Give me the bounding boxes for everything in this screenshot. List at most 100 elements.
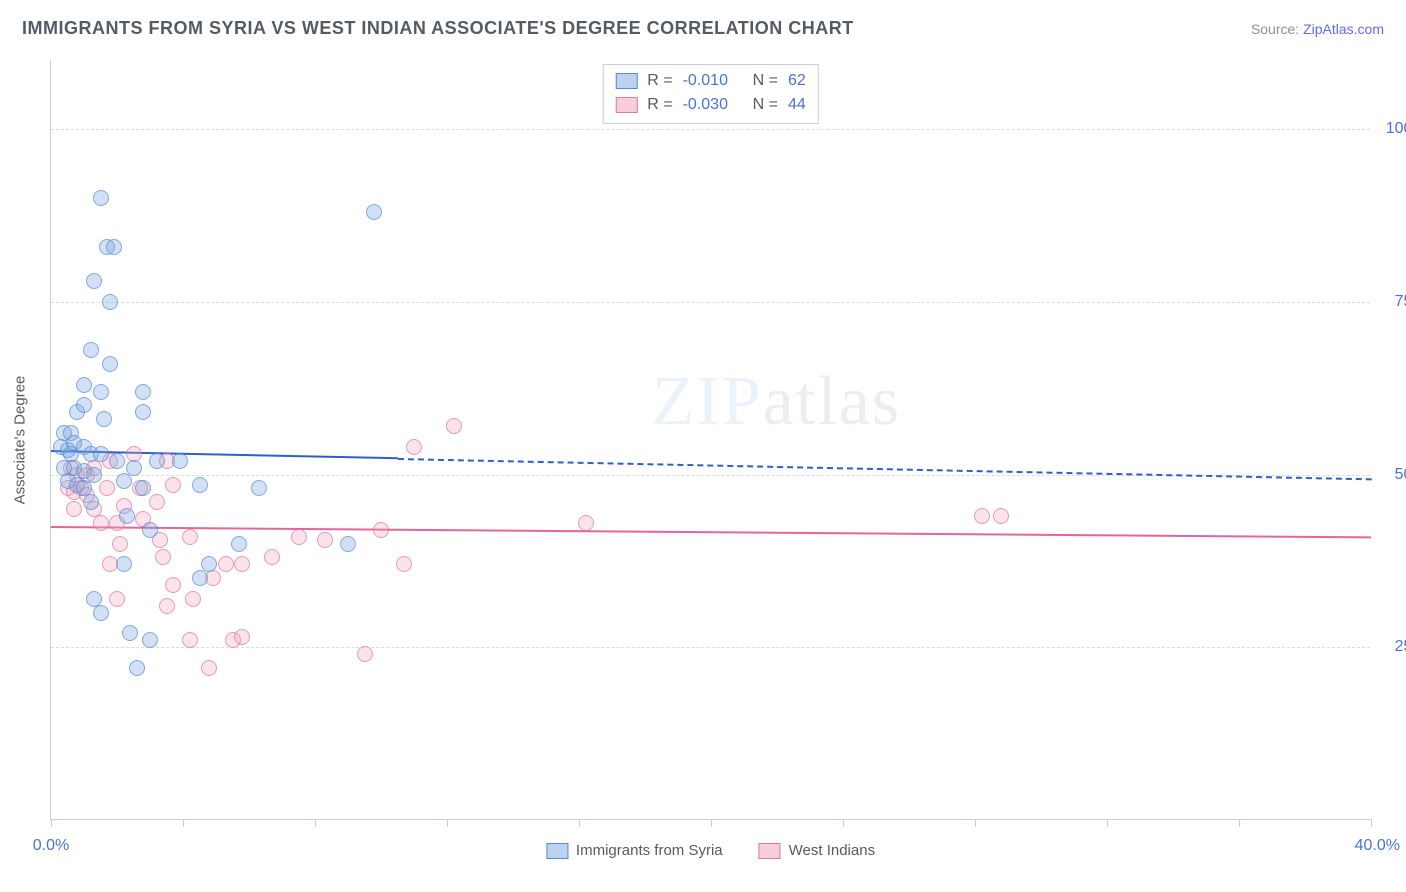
header-bar: IMMIGRANTS FROM SYRIA VS WEST INDIAN ASS… — [22, 18, 1384, 39]
point-west-indians — [159, 598, 175, 614]
x-tick — [315, 819, 316, 827]
n-label: N = — [753, 69, 778, 93]
chart-title: IMMIGRANTS FROM SYRIA VS WEST INDIAN ASS… — [22, 18, 854, 39]
point-syria — [366, 204, 382, 220]
point-west-indians — [201, 660, 217, 676]
y-tick-label: 50.0% — [1380, 466, 1406, 484]
point-syria — [126, 460, 142, 476]
scatter-plot: ZIPatlas R =-0.010N =62R =-0.030N =44 Im… — [50, 60, 1370, 820]
swatch-blue — [615, 73, 637, 89]
point-syria — [142, 522, 158, 538]
source-link[interactable]: ZipAtlas.com — [1303, 21, 1384, 37]
point-syria — [109, 453, 125, 469]
regression-line-blue-extrapolated — [397, 458, 1371, 480]
legend-item-pink: West Indians — [759, 842, 875, 859]
x-tick — [1107, 819, 1108, 827]
point-syria — [172, 453, 188, 469]
point-west-indians — [974, 508, 990, 524]
x-tick — [975, 819, 976, 827]
point-syria — [116, 473, 132, 489]
point-syria — [102, 356, 118, 372]
x-tick — [183, 819, 184, 827]
source-prefix: Source: — [1251, 21, 1303, 37]
point-west-indians — [182, 632, 198, 648]
r-label: R = — [647, 93, 672, 117]
point-syria — [102, 294, 118, 310]
chart-area: Associate's Degree ZIPatlas R =-0.010N =… — [50, 60, 1370, 820]
point-syria — [119, 508, 135, 524]
point-west-indians — [182, 529, 198, 545]
point-syria — [93, 605, 109, 621]
point-syria — [142, 632, 158, 648]
y-tick-label: 25.0% — [1380, 638, 1406, 656]
gridline-h — [51, 647, 1370, 648]
point-west-indians — [109, 591, 125, 607]
x-tick — [1371, 819, 1372, 827]
point-west-indians — [406, 439, 422, 455]
point-west-indians — [357, 646, 373, 662]
point-west-indians — [396, 556, 412, 572]
swatch-pink — [759, 843, 781, 859]
point-syria — [149, 453, 165, 469]
legend-label: West Indians — [789, 842, 875, 859]
r-value: -0.010 — [683, 69, 743, 93]
series-legend: Immigrants from SyriaWest Indians — [546, 842, 875, 859]
n-value: 44 — [788, 93, 806, 117]
x-tick-label-end: 40.0% — [1355, 837, 1400, 855]
point-syria — [106, 239, 122, 255]
point-west-indians — [185, 591, 201, 607]
r-value: -0.030 — [683, 93, 743, 117]
point-west-indians — [578, 515, 594, 531]
point-syria — [135, 384, 151, 400]
x-tick — [51, 819, 52, 827]
stats-legend-box: R =-0.010N =62R =-0.030N =44 — [602, 64, 818, 124]
point-west-indians — [149, 494, 165, 510]
point-west-indians — [373, 522, 389, 538]
regression-line-pink — [51, 526, 1371, 538]
point-syria — [231, 536, 247, 552]
point-west-indians — [218, 556, 234, 572]
point-west-indians — [264, 549, 280, 565]
point-syria — [93, 190, 109, 206]
point-west-indians — [234, 629, 250, 645]
point-syria — [93, 384, 109, 400]
point-syria — [340, 536, 356, 552]
point-west-indians — [446, 418, 462, 434]
source-attribution: Source: ZipAtlas.com — [1251, 21, 1384, 37]
point-west-indians — [234, 556, 250, 572]
point-syria — [76, 397, 92, 413]
point-syria — [83, 494, 99, 510]
gridline-h — [51, 129, 1370, 130]
x-tick — [579, 819, 580, 827]
point-syria — [192, 570, 208, 586]
point-west-indians — [165, 577, 181, 593]
swatch-blue — [546, 843, 568, 859]
watermark: ZIPatlas — [652, 362, 901, 442]
point-west-indians — [112, 536, 128, 552]
point-syria — [129, 660, 145, 676]
point-west-indians — [99, 480, 115, 496]
watermark-bold: ZIP — [652, 363, 763, 440]
point-syria — [86, 273, 102, 289]
point-west-indians — [317, 532, 333, 548]
x-tick — [1239, 819, 1240, 827]
point-west-indians — [993, 508, 1009, 524]
point-syria — [201, 556, 217, 572]
swatch-pink — [615, 97, 637, 113]
point-west-indians — [165, 477, 181, 493]
watermark-thin: atlas — [763, 363, 901, 440]
point-syria — [122, 625, 138, 641]
point-syria — [251, 480, 267, 496]
gridline-h — [51, 302, 1370, 303]
point-west-indians — [66, 501, 82, 517]
point-syria — [76, 377, 92, 393]
point-syria — [192, 477, 208, 493]
point-syria — [93, 446, 109, 462]
x-tick-label-start: 0.0% — [33, 837, 69, 855]
point-syria — [83, 342, 99, 358]
n-value: 62 — [788, 69, 806, 93]
point-west-indians — [291, 529, 307, 545]
point-syria — [116, 556, 132, 572]
y-tick-label: 75.0% — [1380, 293, 1406, 311]
y-tick-label: 100.0% — [1380, 120, 1406, 138]
